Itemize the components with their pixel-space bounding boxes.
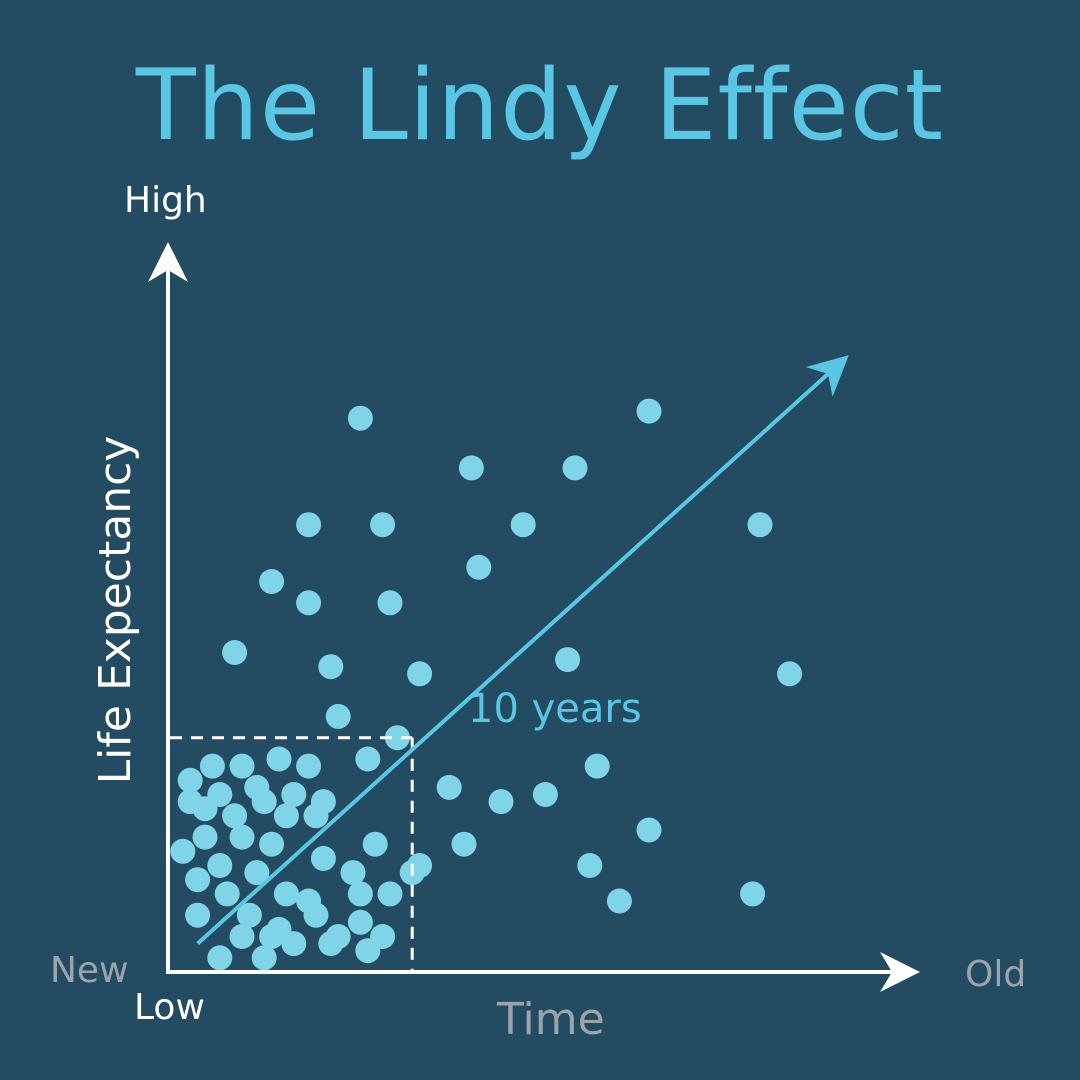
data-point [407, 661, 433, 687]
data-point [458, 455, 484, 481]
data-point [303, 803, 329, 829]
data-point [207, 945, 233, 971]
data-point [266, 746, 292, 772]
data-point [777, 661, 803, 687]
reference-annotation: 10 years [468, 686, 642, 732]
data-point [222, 640, 248, 665]
data-point [370, 512, 396, 538]
data-point [347, 881, 373, 907]
data-point [296, 590, 322, 616]
data-point [370, 924, 396, 949]
data-point [318, 654, 344, 680]
data-point [236, 902, 262, 928]
data-point [244, 860, 270, 886]
data-point [170, 838, 196, 864]
data-point [214, 881, 240, 907]
data-point [259, 569, 285, 594]
data-point [340, 860, 366, 886]
data-point [303, 902, 329, 928]
y-axis-low-label: Low [134, 987, 205, 1028]
data-point [740, 881, 766, 907]
data-point [636, 817, 662, 843]
data-point [199, 753, 225, 779]
data-point [281, 931, 307, 957]
data-point [281, 782, 307, 807]
data-point [318, 931, 344, 957]
data-point [355, 746, 381, 772]
data-point [177, 767, 203, 793]
data-point [377, 881, 403, 907]
data-point [436, 774, 462, 800]
reference-lines [170, 736, 414, 972]
data-point [192, 824, 218, 850]
diagram-title: The Lindy Effect [135, 49, 945, 163]
data-point [488, 789, 514, 815]
data-point [296, 512, 322, 538]
data-point [451, 831, 477, 857]
data-point [584, 753, 610, 779]
data-point [325, 703, 351, 729]
data-point [273, 881, 299, 907]
x-axis-title: Time [496, 994, 605, 1045]
data-point [259, 831, 285, 857]
data-point [192, 796, 218, 822]
data-point [606, 888, 632, 914]
data-point [362, 831, 388, 857]
data-point [347, 909, 373, 935]
data-point [532, 782, 558, 807]
data-point [296, 753, 322, 779]
data-point [222, 803, 248, 829]
data-point [384, 725, 410, 751]
data-point [347, 405, 373, 431]
data-points [170, 398, 803, 971]
data-point [229, 824, 255, 850]
data-point [377, 590, 403, 616]
data-point [259, 924, 285, 949]
data-point [185, 902, 211, 928]
data-point [207, 853, 233, 878]
y-axis-title: Life Expectancy [90, 436, 141, 785]
data-point [555, 647, 581, 673]
data-point [251, 789, 277, 815]
data-point [510, 512, 536, 538]
data-point [310, 845, 336, 871]
trend-arrow [196, 355, 849, 946]
data-point [273, 803, 299, 829]
y-axis-high-label: High [124, 180, 207, 221]
data-point [229, 753, 255, 779]
data-point [466, 554, 492, 580]
data-point [185, 867, 211, 893]
data-point [577, 853, 603, 878]
data-point [229, 924, 255, 949]
data-point [636, 398, 662, 424]
data-point [747, 512, 773, 538]
data-point [251, 945, 277, 971]
x-axis-start-label: New [50, 950, 129, 991]
data-point [562, 455, 588, 481]
x-axis-end-label: Old [965, 954, 1026, 995]
